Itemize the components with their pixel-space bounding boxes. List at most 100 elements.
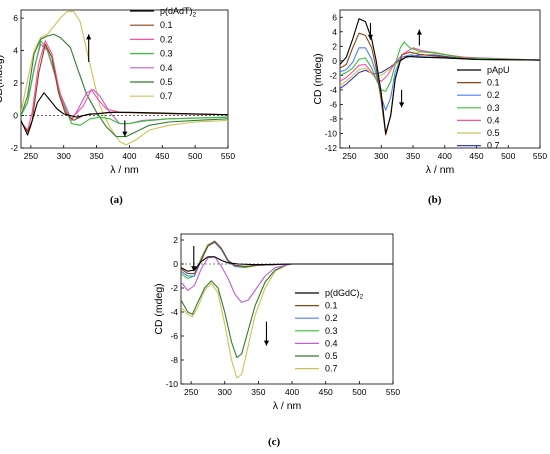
series-line-p(dGdC)2 xyxy=(181,256,393,272)
legend-entry-0.4: 0.4 xyxy=(160,63,173,73)
series-line-0.3 xyxy=(181,240,393,279)
panel-label-b: (b) xyxy=(428,194,442,206)
plot-frame xyxy=(339,9,541,149)
down-arrow-head xyxy=(398,102,405,108)
chart-panel-0: 250 300 350 400 450 500 550 -2 0 2 4 6 λ / nm CD(mdeg… xyxy=(0,6,235,176)
series-line-0.2 xyxy=(181,241,393,277)
y-tick-label: -4 xyxy=(170,307,178,317)
x-tick-label: 300 xyxy=(57,151,71,161)
legend-entry-0.7: 0.7 xyxy=(487,141,500,151)
x-axis-label: λ / nm xyxy=(110,164,139,176)
legend-entry-0.1: 0.1 xyxy=(160,20,173,30)
y-tick-label: 0 xyxy=(13,111,18,121)
legend-entry-0.3: 0.3 xyxy=(160,49,173,59)
x-tick-label: 300 xyxy=(218,387,232,397)
legend-entry-0.3: 0.3 xyxy=(487,103,500,113)
legend-entry-0.5: 0.5 xyxy=(487,128,500,138)
series-line-pApU xyxy=(340,18,540,135)
down-arrow-head xyxy=(191,266,197,272)
series-line-0.4 xyxy=(181,256,393,303)
legend-entry-0.7: 0.7 xyxy=(160,91,173,101)
x-tick-label: 250 xyxy=(184,387,198,397)
series-line-0.5 xyxy=(21,33,228,138)
plot-frame xyxy=(180,233,394,385)
y-tick-label: 4 xyxy=(13,46,18,56)
y-tick-label: 6 xyxy=(13,13,18,23)
x-tick-label: 400 xyxy=(438,151,452,161)
legend-entry-0.5: 0.5 xyxy=(325,351,338,361)
y-axis-label: CD (mdeg) xyxy=(153,283,165,334)
y-tick-label: -2 xyxy=(10,143,18,153)
x-tick-label: 500 xyxy=(188,151,202,161)
legend-entry-0.1: 0.1 xyxy=(325,301,338,311)
x-tick-label: 300 xyxy=(374,151,388,161)
legend-entry-pApU: pApU xyxy=(487,65,510,75)
x-tick-label: 500 xyxy=(501,151,515,161)
x-tick-label: 350 xyxy=(251,387,265,397)
y-tick-label: -8 xyxy=(329,114,337,124)
series-line-0.7 xyxy=(340,54,540,89)
up-arrow-head xyxy=(416,29,422,35)
x-tick-label: 500 xyxy=(352,387,366,397)
x-axis-label: λ / nm xyxy=(426,164,455,176)
down-arrow-head xyxy=(263,340,270,346)
y-tick-label: 0 xyxy=(173,259,178,269)
y-tick-label: -12 xyxy=(325,143,338,153)
y-tick-label: -10 xyxy=(325,128,338,138)
x-tick-label: 350 xyxy=(89,151,103,161)
plot-frame xyxy=(20,9,229,149)
x-tick-label: 550 xyxy=(533,151,547,161)
legend-entry-0.2: 0.2 xyxy=(487,90,500,100)
y-axis-label: CD(mdeg) xyxy=(0,55,5,103)
legend-entry-0.2: 0.2 xyxy=(325,313,338,323)
y-tick-label: 6 xyxy=(332,12,337,22)
y-tick-label: -2 xyxy=(170,283,178,293)
x-tick-label: 450 xyxy=(155,151,169,161)
chart-panel-2: 250 300 350 400 450 500 550 -10 -8 -6 -4 -2 0 2 λ / nm… xyxy=(153,233,400,412)
y-tick-label: -2 xyxy=(329,70,337,80)
y-tick-label: 4 xyxy=(332,27,337,37)
legend-entry-0.4: 0.4 xyxy=(325,338,338,348)
y-tick-label: 0 xyxy=(332,56,337,66)
legend-entry-p(dAdT)2: p(dAdT)2 xyxy=(160,6,197,19)
x-tick-label: 550 xyxy=(221,151,235,161)
series-line-0.1 xyxy=(340,32,540,136)
y-tick-label: 2 xyxy=(13,78,18,88)
x-tick-label: 400 xyxy=(285,387,299,397)
x-tick-label: 250 xyxy=(342,151,356,161)
series-line-0.1 xyxy=(21,43,228,133)
panel-label-a: (a) xyxy=(110,194,123,206)
x-tick-label: 450 xyxy=(319,387,333,397)
up-arrow-head xyxy=(86,34,92,40)
x-tick-label: 450 xyxy=(469,151,483,161)
legend-entry-0.2: 0.2 xyxy=(160,34,173,44)
series-line-p(dAdT)2 xyxy=(21,92,228,136)
series-line-0.1 xyxy=(181,240,393,275)
y-tick-label: 2 xyxy=(173,235,178,245)
y-tick-label: -8 xyxy=(170,355,178,365)
series-line-0.7 xyxy=(181,263,393,379)
series-line-0.3 xyxy=(340,41,540,92)
legend-entry-0.3: 0.3 xyxy=(325,326,338,336)
chart-panel-1: 250 300 350 400 450 500 550 -12 -10 -8 -6 -4 -2 0 2 4 6 λ… xyxy=(312,9,547,176)
legend-entry-0.5: 0.5 xyxy=(160,77,173,87)
series-line-0.3 xyxy=(21,40,228,126)
y-tick-label: -10 xyxy=(166,379,179,389)
series-line-0.5 xyxy=(181,263,393,359)
legend-entry-0.7: 0.7 xyxy=(325,364,338,374)
x-axis-label: λ / nm xyxy=(273,400,302,412)
legend-entry-p(dGdC)2: p(dGdC)2 xyxy=(325,288,364,301)
y-tick-label: -6 xyxy=(329,99,337,109)
x-tick-label: 250 xyxy=(24,151,38,161)
x-tick-label: 550 xyxy=(386,387,400,397)
y-tick-label: -4 xyxy=(329,85,337,95)
series-line-0.7 xyxy=(21,11,228,146)
series-line-0.2 xyxy=(21,40,228,131)
down-arrow-head xyxy=(367,34,374,40)
down-arrow-head xyxy=(122,131,128,137)
x-tick-label: 350 xyxy=(406,151,420,161)
x-tick-label: 400 xyxy=(122,151,136,161)
y-tick-label: 2 xyxy=(332,41,337,51)
legend-entry-0.4: 0.4 xyxy=(487,115,500,125)
panel-label-c: (c) xyxy=(268,436,281,448)
